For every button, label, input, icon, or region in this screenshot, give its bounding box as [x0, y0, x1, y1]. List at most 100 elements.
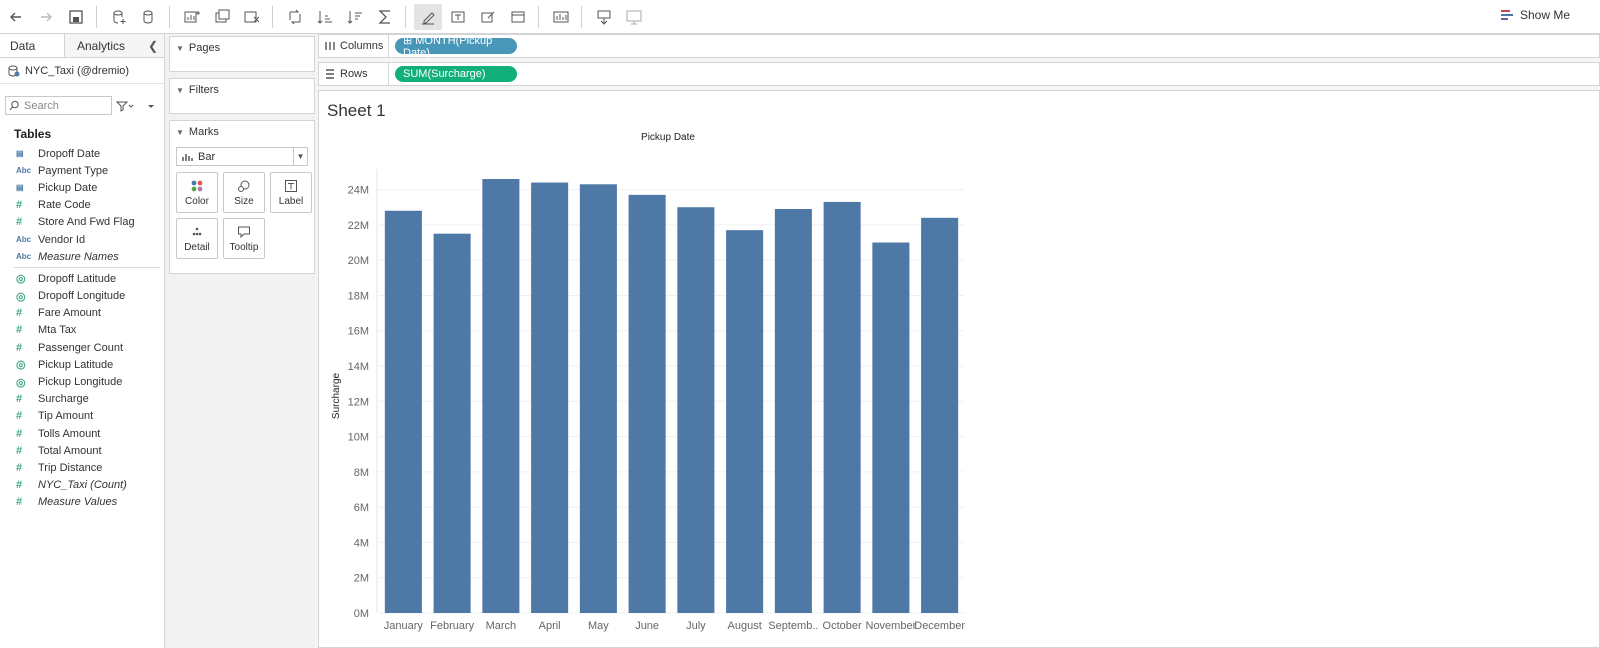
field-item[interactable]: ◎ Pickup Longitude	[0, 373, 164, 390]
field-label: Passenger Count	[38, 341, 123, 354]
y-tick-label: 2M	[354, 573, 369, 585]
toolbar: Show Me	[0, 0, 1600, 34]
bar	[774, 208, 812, 613]
field-label: Surcharge	[38, 393, 89, 406]
y-tick-label: 10M	[348, 432, 369, 444]
fit-view-icon[interactable]	[547, 4, 575, 30]
toolbar-divider	[96, 5, 97, 28]
field-item[interactable]: # Fare Amount	[0, 305, 164, 322]
globe-icon: ◎	[16, 359, 26, 372]
field-item[interactable]: # Passenger Count	[0, 339, 164, 356]
text-label-icon[interactable]	[444, 4, 472, 30]
field-item[interactable]: # Rate Code	[0, 197, 164, 214]
bar	[579, 184, 617, 613]
field-item[interactable]: ◎ Dropoff Latitude	[0, 270, 164, 287]
field-label: Dropoff Date	[38, 147, 101, 160]
clear-sheet-icon[interactable]	[238, 4, 266, 30]
field-item[interactable]: # Mta Tax	[0, 322, 164, 339]
sum-surcharge-pill[interactable]: SUM(Surcharge)	[395, 66, 517, 82]
chart-title: Pickup Date	[641, 132, 695, 143]
presentation-mode-icon[interactable]	[620, 4, 648, 30]
search-input[interactable]: Search	[5, 96, 112, 115]
filters-card[interactable]: ▼ Filters	[169, 78, 315, 114]
field-item[interactable]: # Total Amount	[0, 442, 164, 459]
columns-shelf[interactable]: Columns ⊞ MONTH(Pickup Date)	[318, 34, 1600, 59]
columns-label: Columns	[340, 40, 384, 52]
forward-icon[interactable]	[32, 4, 60, 30]
field-divider	[14, 267, 160, 269]
bar	[872, 242, 910, 613]
bar	[628, 194, 666, 613]
bar-chart-icon	[182, 153, 193, 161]
y-tick-label: 14M	[348, 361, 369, 373]
datasource-icon	[8, 65, 20, 77]
month-pickup-date-pill[interactable]: ⊞ MONTH(Pickup Date)	[395, 35, 517, 59]
sort-ascending-icon[interactable]	[311, 4, 339, 30]
toolbar-divider	[405, 5, 406, 28]
label-button[interactable]: Label	[270, 172, 312, 213]
x-tick-label: May	[588, 620, 609, 632]
y-tick-label: 16M	[348, 326, 369, 338]
detail-button[interactable]: Detail	[176, 218, 218, 259]
highlight-icon[interactable]	[414, 3, 442, 30]
pause-updates-icon[interactable]	[135, 4, 163, 30]
save-icon[interactable]	[62, 4, 90, 30]
field-item[interactable]: # Measure Values	[0, 494, 164, 511]
marks-title: Marks	[188, 126, 219, 138]
marks-card: ▼ Marks Bar ▼ Color Size Label Detail	[169, 120, 315, 274]
tab-analytics[interactable]: Analytics	[64, 34, 164, 57]
annotate-icon[interactable]	[474, 4, 502, 30]
field-item[interactable]: Abc Vendor Id	[0, 231, 164, 248]
field-item[interactable]: # Surcharge	[0, 391, 164, 408]
field-label: Tolls Amount	[38, 427, 101, 440]
collapse-triangle-icon[interactable]: ▼	[176, 85, 184, 95]
field-item[interactable]: # Store And Fwd Flag	[0, 214, 164, 231]
field-item[interactable]: # Tolls Amount	[0, 425, 164, 442]
sort-descending-icon[interactable]	[341, 4, 369, 30]
duplicate-sheet-icon[interactable]	[208, 4, 236, 30]
mark-type-select[interactable]: Bar ▼	[176, 147, 308, 166]
rows-shelf[interactable]: Rows SUM(Surcharge)	[318, 62, 1600, 86]
pane-menu-icon[interactable]	[144, 100, 158, 112]
field-item[interactable]: # Tip Amount	[0, 408, 164, 425]
totals-icon[interactable]	[371, 4, 399, 30]
new-datasource-icon[interactable]	[105, 4, 133, 30]
pages-card[interactable]: ▼ Pages	[169, 36, 315, 72]
y-tick-label: 24M	[348, 185, 369, 197]
field-item[interactable]: ▤ Dropoff Date	[0, 145, 164, 162]
field-item[interactable]: Abc Measure Names	[0, 248, 164, 265]
field-item[interactable]: # NYC_Taxi (Count)	[0, 477, 164, 494]
show-me-button[interactable]: Show Me	[1500, 8, 1570, 22]
show-cards-icon[interactable]	[590, 4, 618, 30]
size-label: Size	[234, 195, 254, 207]
collapse-pane-icon[interactable]: ❮	[147, 39, 158, 53]
swap-rows-columns-icon[interactable]	[281, 4, 309, 30]
size-button[interactable]: Size	[223, 172, 265, 213]
color-button[interactable]: Color	[176, 172, 218, 213]
new-worksheet-icon[interactable]	[178, 4, 206, 30]
field-item[interactable]: ◎ Pickup Latitude	[0, 356, 164, 373]
x-tick-label: March	[486, 620, 517, 632]
collapse-triangle-icon[interactable]: ▼	[176, 127, 184, 137]
x-tick-label: July	[686, 620, 706, 632]
tooltip-button[interactable]: Tooltip	[223, 218, 265, 259]
y-tick-label: 12M	[348, 396, 369, 408]
tab-data[interactable]: Data	[0, 34, 64, 57]
fix-axes-icon[interactable]	[504, 4, 532, 30]
label-icon	[285, 179, 297, 192]
field-item[interactable]: # Trip Distance	[0, 459, 164, 476]
collapse-triangle-icon[interactable]: ▼	[176, 43, 184, 53]
toolbar-divider	[581, 5, 582, 28]
sheet-title[interactable]: Sheet 1	[327, 101, 386, 120]
number-type-icon: #	[16, 479, 23, 492]
filter-fields-icon[interactable]	[116, 100, 134, 112]
calendar-icon: ▤	[16, 183, 24, 193]
field-item[interactable]: ▤ Pickup Date	[0, 179, 164, 196]
datasource-item[interactable]: NYC_Taxi (@dremio)	[0, 58, 164, 84]
field-item[interactable]: Abc Payment Type	[0, 162, 164, 179]
globe-icon: ◎	[16, 376, 26, 389]
label-label: Label	[278, 195, 304, 207]
field-item[interactable]: ◎ Dropoff Longitude	[0, 288, 164, 305]
number-type-icon: #	[16, 341, 23, 354]
back-icon[interactable]	[2, 4, 30, 30]
